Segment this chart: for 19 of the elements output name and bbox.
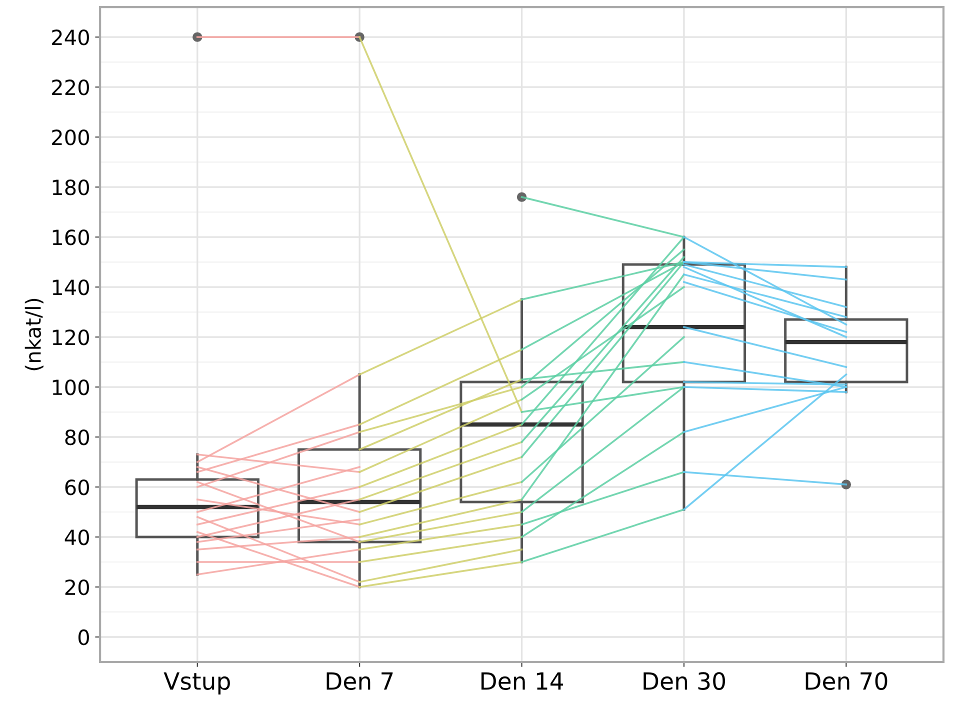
y-tick-label: 120 — [52, 329, 89, 346]
y-tick-label: 200 — [52, 130, 89, 146]
y-tick-label: 60 — [65, 479, 89, 496]
x-tick-label: Den 7 — [326, 672, 393, 690]
y-tick-label: 160 — [52, 230, 89, 246]
x-tick-label: Vstup — [164, 672, 230, 695]
y-tick-label: 20 — [65, 579, 89, 596]
x-tick-label: Den 70 — [806, 672, 888, 690]
y-tick-label: 40 — [64, 529, 89, 546]
y-tick-label: 100 — [52, 379, 89, 396]
x-tick-label: Den 30 — [644, 672, 726, 690]
x-tick-label: Den 14 — [481, 672, 564, 690]
y-tick-label: 140 — [52, 279, 89, 296]
y-tick-label: 180 — [52, 180, 89, 196]
y-tick-label: 220 — [52, 80, 89, 96]
y-tick-label: 0 — [78, 629, 89, 646]
y-tick-label: 80 — [65, 429, 89, 446]
y-axis-title: (nkat/l) — [24, 298, 44, 370]
y-tick-label: 240 — [52, 30, 89, 46]
